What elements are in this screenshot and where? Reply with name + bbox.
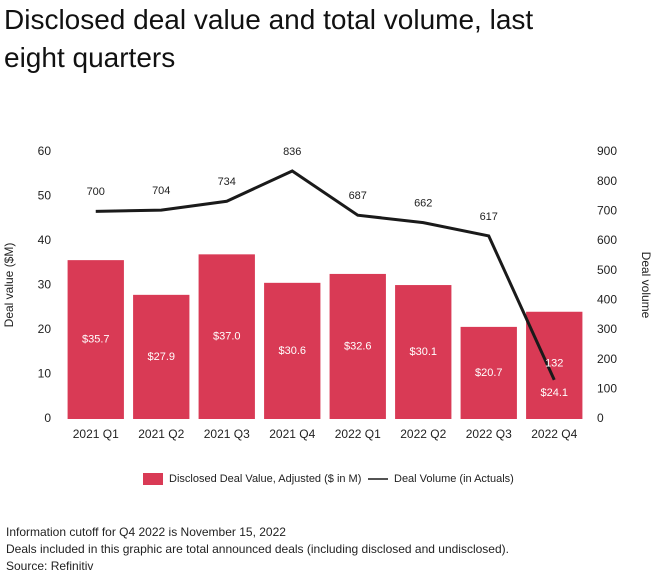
y-tick-label: 60 — [38, 144, 52, 158]
bar — [329, 273, 386, 419]
data-label: 734 — [218, 176, 236, 188]
x-tick-label: 2022 Q2 — [400, 427, 446, 441]
y-tick-label: 10 — [38, 367, 52, 381]
y2-tick-label: 400 — [597, 293, 617, 307]
data-label: 662 — [414, 198, 432, 210]
x-tick-label: 2021 Q1 — [73, 427, 119, 441]
y-axis-title: Deal value ($M) — [2, 243, 16, 328]
data-label: 132 — [545, 358, 563, 370]
data-label: 836 — [283, 146, 301, 158]
y2-tick-label: 800 — [597, 174, 617, 188]
y-tick-label: 0 — [44, 411, 51, 425]
y-tick-label: 50 — [38, 189, 52, 203]
data-label: $27.9 — [147, 351, 175, 363]
bar — [395, 285, 452, 419]
bar — [133, 294, 190, 419]
bar — [198, 254, 255, 419]
data-label: $35.7 — [82, 333, 110, 345]
y2-tick-label: 900 — [597, 144, 617, 158]
bar — [526, 311, 583, 419]
x-tick-label: 2021 Q4 — [269, 427, 315, 441]
y2-tick-label: 600 — [597, 233, 617, 247]
footnote: Deals included in this graphic are total… — [6, 542, 509, 556]
footnote: Information cutoff for Q4 2022 is Novemb… — [6, 525, 286, 539]
bar — [264, 282, 321, 419]
y-tick-label: 40 — [38, 233, 52, 247]
data-label: $32.6 — [344, 340, 372, 352]
x-tick-label: 2022 Q4 — [531, 427, 577, 441]
data-label: 617 — [480, 211, 498, 223]
data-label: $37.0 — [213, 331, 241, 343]
data-label: 704 — [152, 185, 170, 197]
bar — [67, 260, 124, 419]
data-label: 687 — [349, 190, 367, 202]
data-label: $24.1 — [540, 387, 568, 399]
y-tick-label: 20 — [38, 322, 52, 336]
chart-title: Disclosed deal value and total volume, l… — [4, 4, 533, 73]
y2-tick-label: 200 — [597, 352, 617, 366]
legend-label: Disclosed Deal Value, Adjusted ($ in M) — [169, 473, 361, 485]
legend-swatch — [143, 473, 163, 485]
data-label: $30.1 — [409, 346, 437, 358]
y2-tick-label: 0 — [597, 411, 604, 425]
y2-tick-label: 700 — [597, 204, 617, 218]
x-tick-label: 2022 Q1 — [335, 427, 381, 441]
y2-tick-label: 100 — [597, 382, 617, 396]
x-tick-label: 2022 Q3 — [466, 427, 512, 441]
y2-tick-label: 500 — [597, 263, 617, 277]
data-label: $20.7 — [475, 367, 503, 379]
data-label: 700 — [87, 186, 105, 198]
line — [95, 169, 556, 381]
y2-tick-label: 300 — [597, 322, 617, 336]
x-tick-label: 2021 Q2 — [138, 427, 184, 441]
x-tick-label: 2021 Q3 — [204, 427, 250, 441]
footnote: Source: Refinitiv — [6, 559, 93, 573]
y-tick-label: 30 — [38, 278, 52, 292]
bar — [460, 326, 517, 419]
data-label: $30.6 — [278, 345, 306, 357]
legend-label: Deal Volume (in Actuals) — [394, 473, 514, 485]
y2-axis-title: Deal volume — [639, 252, 653, 319]
